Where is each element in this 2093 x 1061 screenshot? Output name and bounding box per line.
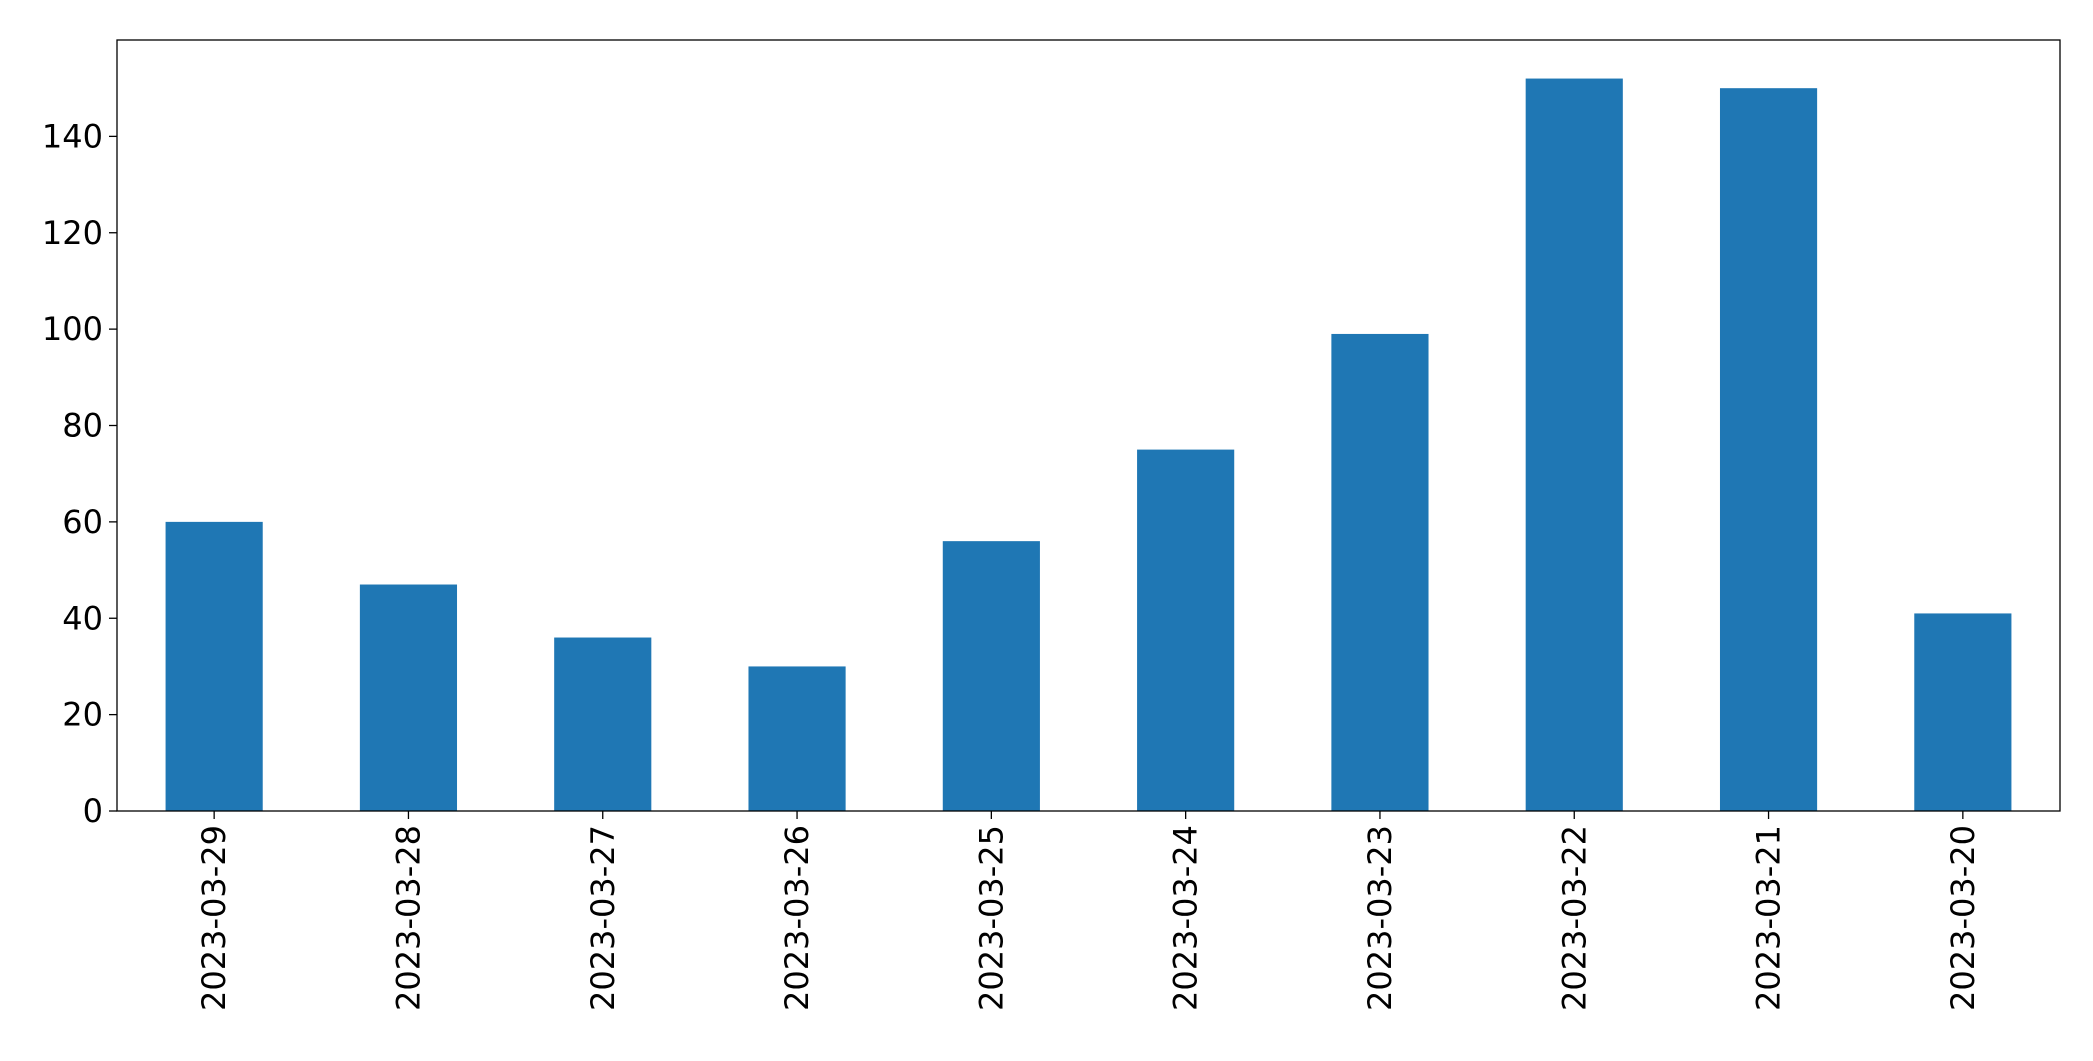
y-tick-label: 140 <box>42 117 103 155</box>
y-tick-label: 0 <box>83 792 103 830</box>
x-tick-label: 2023-03-27 <box>584 825 622 1011</box>
x-tick-label: 2023-03-22 <box>1555 825 1593 1011</box>
y-axis: 0 20 40 60 80 100 120 140 <box>42 117 117 830</box>
bar-2023-03-22 <box>1525 78 1623 812</box>
x-tick-label: 2023-03-21 <box>1750 825 1788 1011</box>
x-tick-label: 2023-03-26 <box>778 825 816 1011</box>
bars-group <box>165 78 2012 812</box>
y-tick-label: 120 <box>42 214 103 252</box>
x-tick-label: 2023-03-20 <box>1944 825 1982 1011</box>
y-tick-label: 40 <box>62 599 103 637</box>
y-tick-label: 100 <box>42 310 103 348</box>
y-tick-label: 80 <box>62 407 103 445</box>
bar-2023-03-25 <box>942 541 1040 811</box>
bar-2023-03-26 <box>748 666 846 811</box>
bar-2023-03-23 <box>1331 333 1429 811</box>
y-tick-label: 60 <box>62 503 103 541</box>
x-tick-label: 2023-03-28 <box>389 825 427 1011</box>
bar-2023-03-28 <box>359 584 458 811</box>
y-tick-label: 20 <box>62 696 103 734</box>
x-tick-label: 2023-03-29 <box>195 825 233 1011</box>
x-tick-label: 2023-03-23 <box>1361 825 1399 1011</box>
bar-2023-03-29 <box>165 521 263 811</box>
bar-2023-03-20 <box>1914 613 2012 811</box>
x-tick-label: 2023-03-25 <box>972 825 1010 1011</box>
x-axis: 2023-03-29 2023-03-28 2023-03-27 2023-03-26… <box>195 811 1982 1011</box>
bar-2023-03-21 <box>1719 88 1818 811</box>
bar-2023-03-24 <box>1137 449 1235 811</box>
bar-2023-03-27 <box>554 637 652 811</box>
x-tick-label: 2023-03-24 <box>1167 825 1205 1011</box>
